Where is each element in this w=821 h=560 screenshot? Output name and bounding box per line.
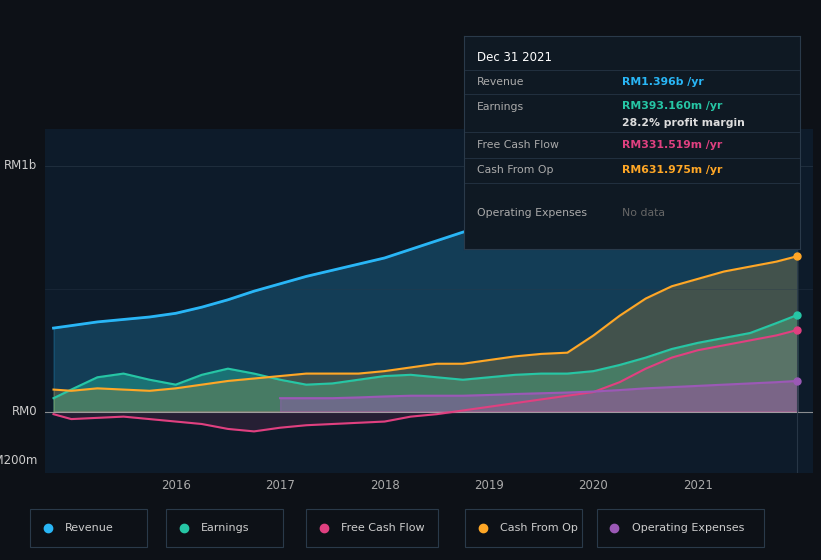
- Text: RM1b: RM1b: [4, 159, 38, 172]
- Bar: [305, 508, 438, 547]
- Bar: [465, 508, 582, 547]
- Text: RM1.396b /yr: RM1.396b /yr: [622, 77, 704, 87]
- Text: RM393.160m /yr: RM393.160m /yr: [622, 101, 722, 110]
- Text: RM0: RM0: [11, 405, 38, 418]
- Text: No data: No data: [622, 208, 665, 218]
- Text: Cash From Op: Cash From Op: [500, 523, 577, 533]
- Text: Operating Expenses: Operating Expenses: [477, 208, 587, 218]
- Text: Revenue: Revenue: [65, 523, 114, 533]
- Text: RM631.975m /yr: RM631.975m /yr: [622, 165, 722, 175]
- Text: Operating Expenses: Operating Expenses: [631, 523, 744, 533]
- Text: Earnings: Earnings: [201, 523, 250, 533]
- Text: 28.2% profit margin: 28.2% profit margin: [622, 118, 745, 128]
- Text: Free Cash Flow: Free Cash Flow: [341, 523, 424, 533]
- Bar: [30, 508, 148, 547]
- Text: Earnings: Earnings: [477, 101, 525, 111]
- Text: RM331.519m /yr: RM331.519m /yr: [622, 140, 722, 150]
- Text: Cash From Op: Cash From Op: [477, 165, 554, 175]
- Bar: [597, 508, 764, 547]
- Text: Dec 31 2021: Dec 31 2021: [477, 51, 553, 64]
- Text: Free Cash Flow: Free Cash Flow: [477, 140, 559, 150]
- Text: -RM200m: -RM200m: [0, 454, 38, 468]
- Bar: [166, 508, 283, 547]
- Text: Revenue: Revenue: [477, 77, 525, 87]
